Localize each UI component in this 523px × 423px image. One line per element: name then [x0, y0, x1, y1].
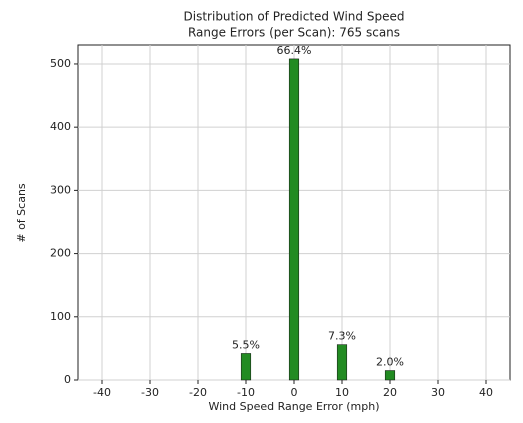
x-tick-label: 0 [291, 386, 298, 399]
x-tick-label: 30 [431, 386, 445, 399]
value-label: 5.5% [232, 338, 260, 351]
bar [336, 344, 348, 381]
value-label: 66.4% [277, 44, 312, 57]
x-tick-label: 10 [335, 386, 349, 399]
value-label: 7.3% [328, 330, 356, 343]
y-tick-label: 200 [50, 247, 71, 260]
y-axis-label: # of Scans [15, 183, 28, 243]
chart-title: Range Errors (per Scan): 765 scans [188, 26, 400, 40]
x-axis-label: Wind Speed Range Error (mph) [208, 400, 379, 413]
x-tick-label: 20 [383, 386, 397, 399]
y-tick-label: 500 [50, 57, 71, 70]
x-tick-label: -40 [93, 386, 111, 399]
x-tick-label: -20 [189, 386, 207, 399]
x-tick-label: 40 [479, 386, 493, 399]
x-tick-label: -30 [141, 386, 159, 399]
y-tick-label: 100 [50, 310, 71, 323]
value-label: 2.0% [376, 356, 404, 369]
chart-title: Distribution of Predicted Wind Speed [184, 10, 405, 24]
bar [240, 353, 252, 381]
bar [288, 58, 300, 381]
y-tick-label: 300 [50, 183, 71, 196]
y-tick-label: 0 [64, 373, 71, 386]
y-tick-label: 400 [50, 120, 71, 133]
bar [384, 370, 396, 381]
x-tick-label: -10 [237, 386, 255, 399]
